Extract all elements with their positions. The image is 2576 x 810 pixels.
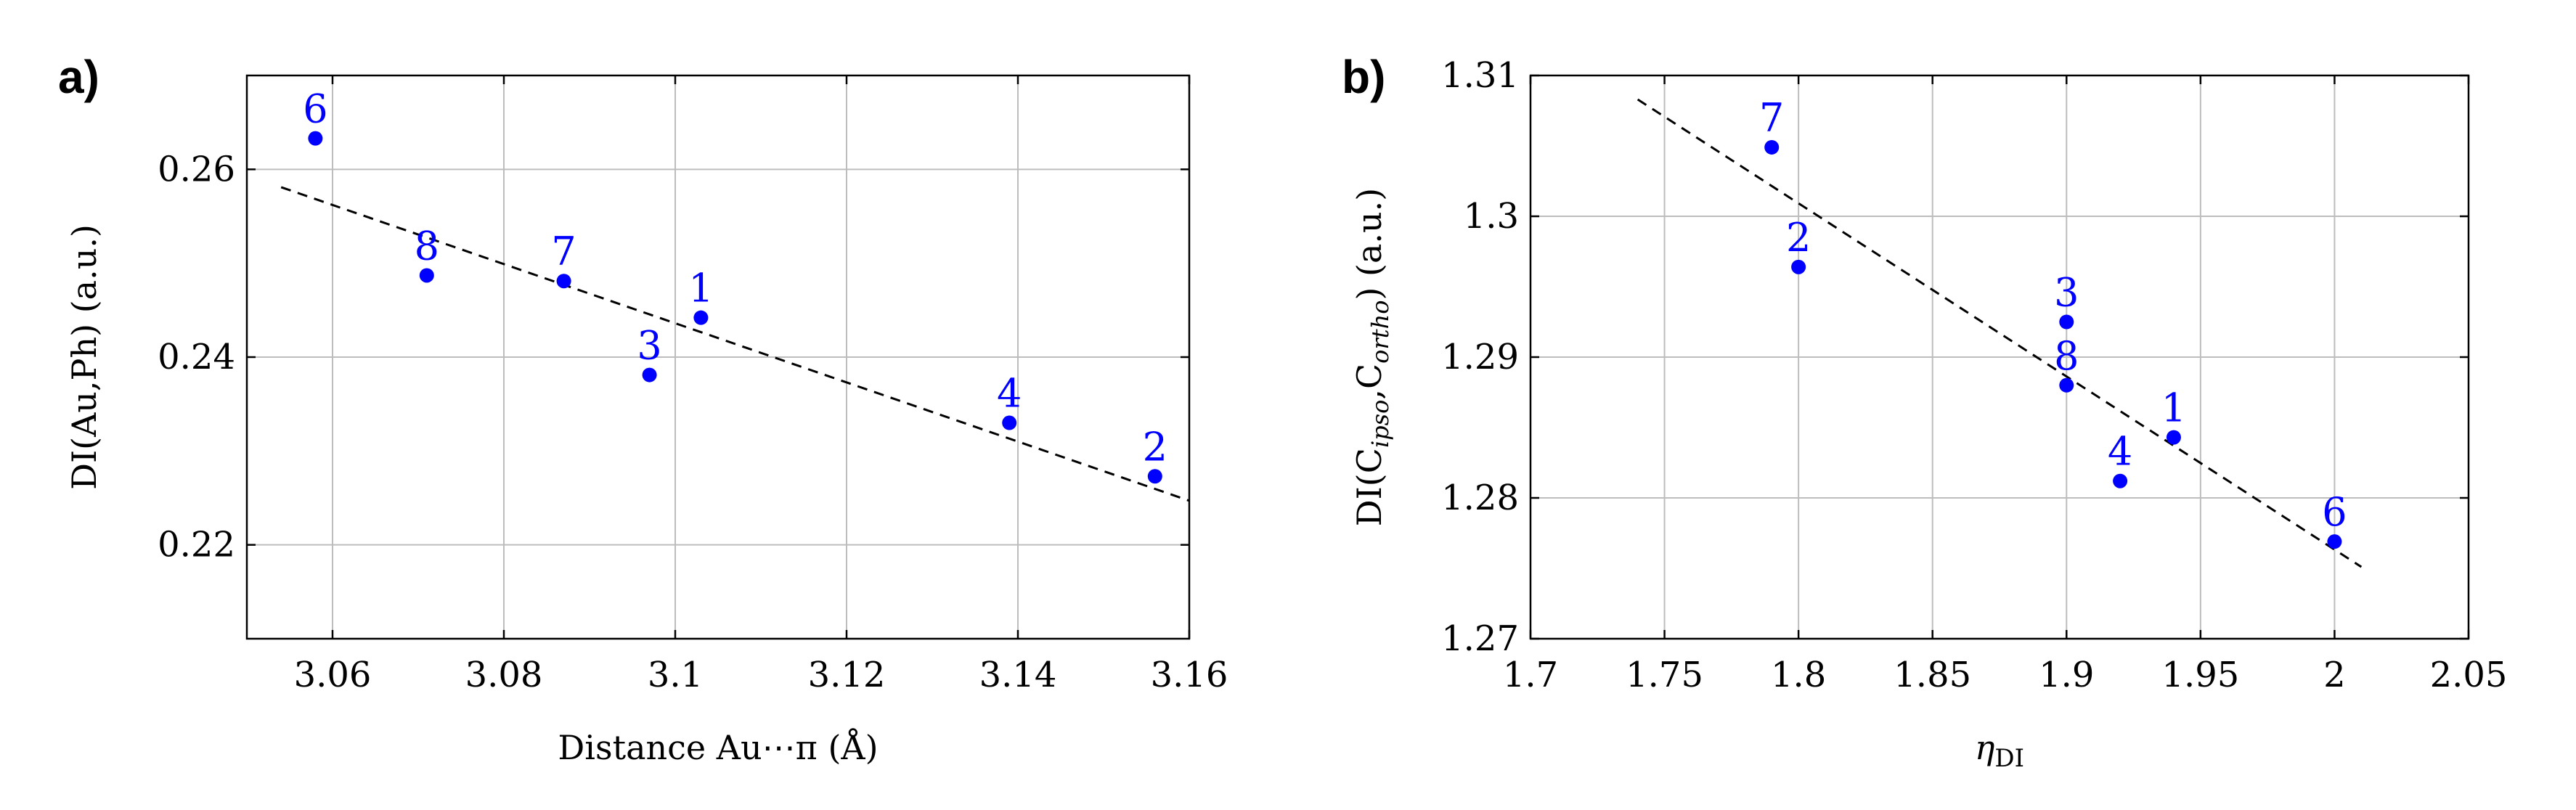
panel-b-data-point-7 [1764, 139, 1780, 155]
panel-b-points: 7 2 3 8 14 6 [1759, 95, 2347, 549]
panel-a-fit-line [280, 186, 1190, 502]
panel-a-x-tick-label: 3.1 [648, 655, 703, 695]
panel-b-data-point-8 [2059, 377, 2074, 393]
panel-b-data-point-6 [2327, 534, 2342, 549]
panel-b-y-tick-label: 1.28 [1441, 478, 1519, 518]
panel-b-x-ticks: 1.7 1.75 1.8 1.85 1.9 1.95 2 2.05 [1503, 75, 2508, 695]
panel-b-point-label-7: 7 [1759, 95, 1784, 141]
panel-b-y-tick-label: 1.27 [1441, 618, 1519, 659]
panel-b-x-tick-label: 2 [2323, 655, 2346, 695]
panel-b-x-tick-label: 1.9 [2039, 655, 2094, 695]
panel-b-grid [1530, 75, 2469, 639]
panel-a-point-label-3: 3 [637, 323, 661, 369]
panel-b-x-tick-label: 2.05 [2430, 655, 2508, 695]
panel-a-chart: a) 3.06 3.08 3.1 3.12 3.14 3.16 0.220.240.26 … [58, 51, 1228, 767]
panel-b-point-label-1: 1 [2161, 385, 2186, 431]
panel-b-label: b) [1342, 51, 1385, 103]
panel-b-point-label-8: 8 [2054, 333, 2079, 379]
panel-b-y-axis-label: DI(Cipso,Cortho) (a.u.) [1350, 188, 1394, 527]
panel-a-y-tick-label: 0.24 [158, 337, 235, 377]
panel-a-y-ticks: 0.22 0.24 0.26 [158, 149, 1189, 565]
panel-b-data-point-3 [2059, 314, 2074, 330]
panel-a-data-point-8 [419, 268, 434, 283]
panel-b-x-tick-label: 1.75 [1626, 655, 1703, 695]
panel-a-point-label-6: 6 [303, 86, 327, 132]
panel-b-data-point-4 [2113, 473, 2128, 488]
panel-a-y-axis-label: DI(Au,Ph) (a.u.) [65, 224, 104, 490]
panel-a-point-label-1: 1 [688, 266, 713, 311]
panel-b-chart: b) 1.7 1.75 1.8 1.85 1.9 1.95 2 2.05 1.271.281.… [1342, 51, 2507, 773]
panel-a-data-point-2 [1147, 469, 1162, 484]
panel-a-grid [247, 75, 1190, 639]
panel-b-x-tick-label: 1.85 [1894, 655, 1971, 695]
panel-a-x-tick-label: 3.08 [465, 655, 543, 695]
panel-a-x-axis-label: Distance Au⋯π (Å) [558, 727, 878, 767]
panel-a-data-point-4 [1002, 415, 1017, 430]
panel-b-point-label-3: 3 [2054, 270, 2079, 316]
panel-b-data-point-1 [2166, 430, 2181, 445]
panel-b-y-tick-label: 1.3 [1464, 196, 1519, 237]
panel-a-point-label-7: 7 [551, 229, 576, 274]
panel-b-point-label-6: 6 [2322, 489, 2347, 535]
panel-b-x-tick-label: 1.7 [1503, 655, 1558, 695]
panel-a-y-tick-label: 0.22 [158, 525, 235, 565]
panel-b-x-axis-label: ηDI [1975, 728, 2024, 773]
panel-b-y-tick-label: 1.31 [1441, 55, 1519, 96]
panel-a-label: a) [58, 51, 99, 103]
panel-b-data-point-2 [1791, 259, 1806, 274]
panel-b-fit-line [1637, 98, 2363, 568]
panel-a-y-tick-label: 0.26 [158, 149, 235, 189]
panel-a-x-tick-label: 3.12 [808, 655, 886, 695]
panel-b-x-tick-label: 1.8 [1771, 655, 1826, 695]
panel-b-y-ticks: 1.27 1.28 1.29 1.3 1.31 [1441, 55, 2469, 659]
panel-a-data-point-6 [308, 131, 323, 146]
panel-a-x-tick-label: 3.14 [979, 655, 1057, 695]
panel-a-data-point-1 [693, 310, 709, 325]
panel-b-y-tick-label: 1.29 [1441, 337, 1519, 377]
panel-a-x-ticks: 3.06 3.08 3.1 3.12 3.14 3.16 [294, 75, 1228, 695]
panel-a-data-point-3 [642, 367, 657, 382]
panel-b-point-label-4: 4 [2108, 429, 2132, 475]
panel-a-point-label-8: 8 [415, 223, 439, 269]
panel-a-points: 6 8 7 31 4 2 [303, 86, 1167, 484]
panel-a-point-label-4: 4 [997, 371, 1022, 417]
panel-a-x-tick-label: 3.06 [294, 655, 372, 695]
panel-a-data-point-7 [556, 274, 571, 289]
panel-b-x-tick-label: 1.95 [2161, 655, 2239, 695]
panel-a-x-tick-label: 3.16 [1151, 655, 1228, 695]
panel-b-point-label-2: 2 [1786, 215, 1811, 261]
panel-a-point-label-2: 2 [1143, 424, 1167, 470]
